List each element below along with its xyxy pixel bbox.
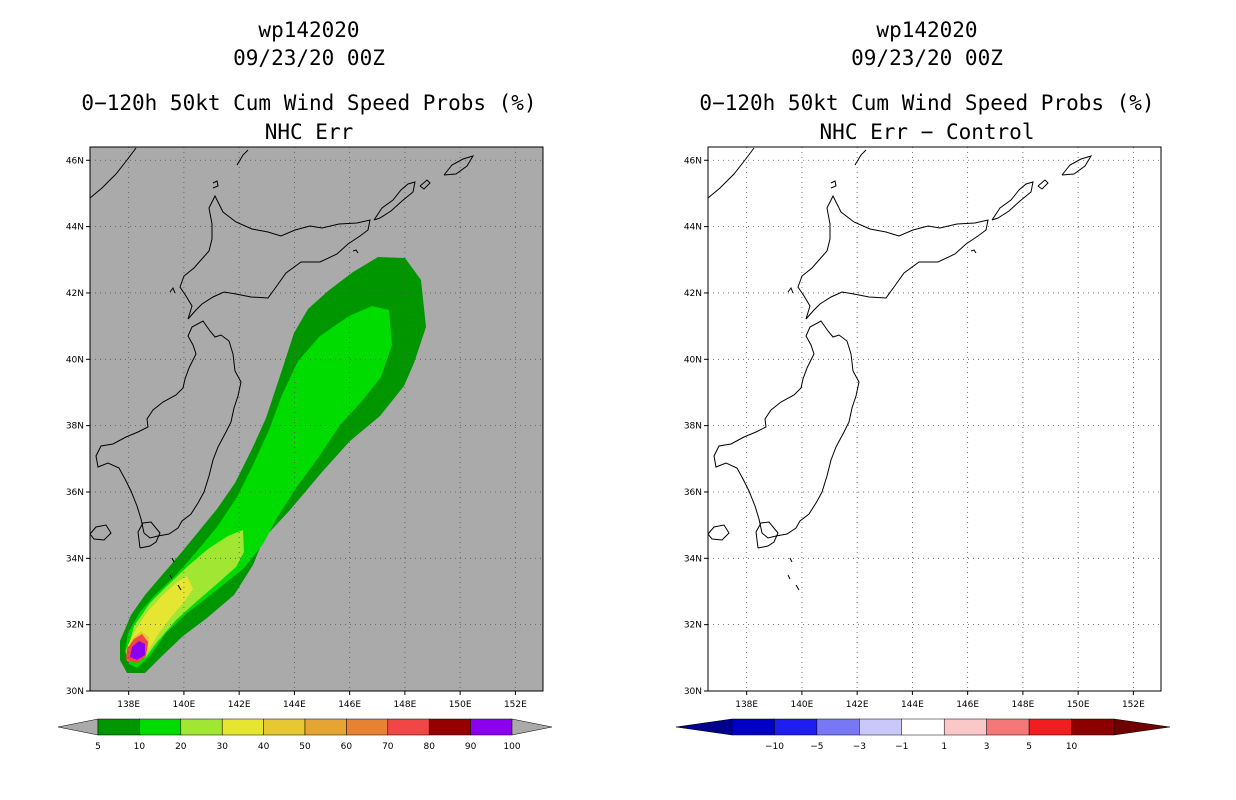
lon-label: 152E [504,700,527,710]
lon-label: 146E [956,700,979,710]
colorbar-label: 90 [465,742,477,752]
colorbar-lower-arrow [57,718,99,736]
colorbar-upper-arrow [1113,718,1171,736]
lon-label: 144E [901,700,924,710]
colorbar-label: 60 [341,742,353,752]
colorbar-label: 10 [134,742,146,752]
colorbar-swatch [221,718,264,736]
lat-label: 46N [684,156,702,166]
colorbar-swatch [304,718,347,736]
colorbar-swatch [731,718,775,736]
colorbar-label: −3 [853,742,866,752]
lon-label: 148E [393,700,416,710]
left-panel: wp142020 09/23/20 00Z 0−120h 50kt Cum Wi… [57,18,553,752]
colorbar-swatch [943,718,987,736]
coastline [707,147,1093,591]
lon-label: 140E [172,700,195,710]
colorbar-label: 10 [1066,742,1078,752]
lat-label: 44N [66,223,84,233]
colorbar-label: 50 [299,742,311,752]
lon-label: 150E [1067,700,1090,710]
left-product-title: 0−120h 50kt Cum Wind Speed Probs (%) [81,91,537,115]
colorbar-label: 100 [503,742,520,752]
colorbar-swatch [1071,718,1115,736]
right-storm-id: wp142020 [876,18,978,42]
colorbar-swatch [139,718,182,736]
lat-label: 36N [66,488,84,498]
lat-label: 44N [684,223,702,233]
lon-label: 152E [1122,700,1145,710]
lat-label: 40N [66,355,84,365]
lon-label: 138E [117,700,140,710]
lon-label: 148E [1011,700,1034,710]
colorbar-swatch [97,718,140,736]
right-panel: wp142020 09/23/20 00Z 0−120h 50kt Cum Wi… [618,0,1236,800]
map-background [708,147,1161,691]
lon-label: 142E [846,700,869,710]
right-date: 09/23/20 00Z [851,46,1003,70]
colorbar-swatch [387,718,430,736]
right-difference-map: 46N 44N 42N 40N 38N 36N 34N 32N 30N 138E 140E 142E 1… [675,146,1171,752]
lat-label: 36N [684,488,702,498]
lat-label: 38N [684,422,702,432]
right-subtitle: NHC Err − Control [819,120,1035,144]
colorbar-label: 80 [423,742,435,752]
probability-swath [120,257,426,673]
colorbar-swatch [346,718,389,736]
lat-label: 40N [684,355,702,365]
left-subtitle: NHC Err [264,120,354,144]
left-storm-id: wp142020 [258,18,360,42]
lat-label: 46N [66,156,84,166]
colorbar-label: −10 [765,742,784,752]
left-probability-map: 46N 44N 42N 40N 38N 36N 34N 32N 30N 138E 140E 142E 1… [57,146,553,752]
colorbar-lower-arrow [675,718,733,736]
colorbar-swatch [1028,718,1072,736]
lat-label: 32N [684,621,702,631]
left-date: 09/23/20 00Z [233,46,385,70]
lat-label: 30N [684,687,702,697]
colorbar-swatch [774,718,818,736]
map-frame [707,146,1162,692]
colorbar-swatch [180,718,223,736]
colorbar-swatch [986,718,1030,736]
coastline [89,147,475,591]
colorbar-swatch [263,718,306,736]
lat-label: 34N [684,554,702,564]
lon-label: 146E [338,700,361,710]
colorbar-label: 5 [95,742,101,752]
colorbar-label: 70 [382,742,394,752]
lon-label: 140E [790,700,813,710]
colorbar-label: 30 [216,742,228,752]
lat-label: 32N [66,621,84,631]
lat-label: 34N [66,554,84,564]
colorbar-label: 5 [1026,742,1032,752]
colorbar-label: 3 [984,742,990,752]
colorbar-label: −1 [895,742,908,752]
colorbar-label: −5 [810,742,823,752]
colorbar-label: 1 [941,742,947,752]
map-frame [89,146,544,692]
colorbar-label: 20 [175,742,187,752]
colorbar-label: 40 [258,742,270,752]
lat-label: 38N [66,422,84,432]
colorbar-swatch [816,718,860,736]
colorbar-swatch [470,718,513,736]
right-product-title: 0−120h 50kt Cum Wind Speed Probs (%) [699,91,1155,115]
colorbar-upper-arrow [511,718,553,736]
colorbar-swatch [901,718,945,736]
lon-label: 138E [735,700,758,710]
lon-label: 144E [283,700,306,710]
lat-label: 42N [66,289,84,299]
graticule [90,147,543,692]
lon-label: 142E [228,700,251,710]
colorbar-swatch [859,718,903,736]
lon-label: 150E [449,700,472,710]
colorbar: −10 −5 −3 −1 1 3 5 10 [675,718,1171,752]
colorbar-swatch [428,718,471,736]
lat-label: 30N [66,687,84,697]
lat-label: 42N [684,289,702,299]
colorbar: 5 10 20 30 40 50 60 70 80 90 100 [57,718,553,752]
